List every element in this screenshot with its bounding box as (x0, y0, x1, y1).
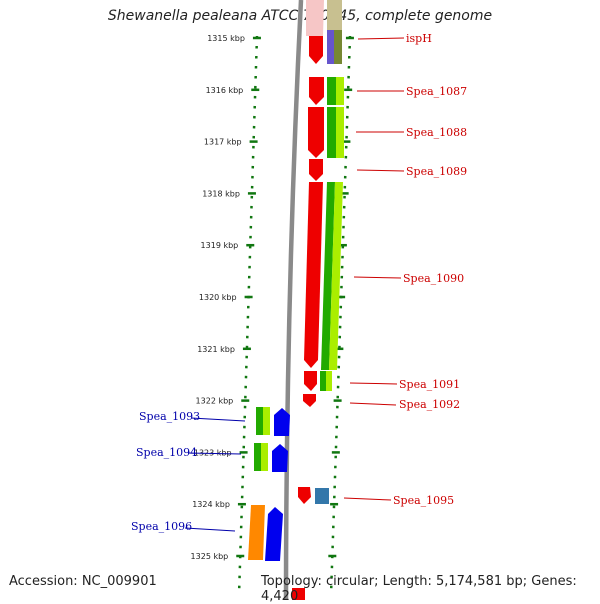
label-spea-1088[interactable]: Spea_1088 (406, 126, 467, 139)
label-spea-1089[interactable]: Spea_1089 (406, 165, 467, 178)
label-spea-1091[interactable]: Spea_1091 (399, 378, 460, 391)
lower-track-strip (292, 588, 305, 600)
accession-text: Accession: NC_009901 (9, 574, 157, 589)
gene-spea-1096[interactable] (248, 505, 283, 561)
genome-backbone (283, 0, 304, 600)
gene-spea-1092[interactable] (303, 394, 316, 407)
tick-marks (236, 36, 354, 558)
tick-label: 1325 kbp (191, 552, 229, 561)
upper-track-strip (306, 0, 324, 36)
label-spea-1096[interactable]: Spea_1096 (131, 520, 192, 533)
gene-spea-1091[interactable] (304, 371, 332, 391)
gene-spea-1088[interactable] (308, 107, 344, 158)
gene-spea-1087[interactable] (309, 77, 344, 105)
gene-ispH[interactable] (309, 0, 342, 64)
tick-labels: 1315 kbp 1316 kbp 1317 kbp 1318 kbp 1319 kbp… (191, 34, 245, 561)
tick-label: 1316 kbp (206, 86, 244, 95)
tick-label: 1315 kbp (207, 34, 245, 43)
gene-spea-1093[interactable] (256, 407, 290, 436)
tick-label: 1323 kbp (194, 448, 232, 457)
label-spea-1093[interactable]: Spea_1093 (139, 410, 200, 423)
label-spea-1087[interactable]: Spea_1087 (406, 85, 467, 98)
tick-label: 1318 kbp (202, 189, 240, 198)
left-gene-labels: Spea_1093 Spea_1094 Spea_1096 (131, 410, 246, 533)
tick-label: 1319 kbp (201, 241, 239, 250)
tick-label: 1322 kbp (196, 397, 234, 406)
gene-spea-1090[interactable] (304, 182, 343, 370)
tick-label: 1321 kbp (197, 345, 235, 354)
label-spea-1090[interactable]: Spea_1090 (403, 272, 464, 285)
tick-label: 1324 kbp (192, 500, 230, 509)
gene-spea-1095[interactable] (298, 487, 329, 504)
gene-spea-1094[interactable] (254, 443, 288, 472)
gene-spea-1089[interactable] (309, 159, 323, 181)
right-gene-labels: ispH Spea_1087 Spea_1088 Spea_1089 Spea_… (343, 32, 467, 507)
tick-label: 1320 kbp (199, 293, 237, 302)
label-spea-1092[interactable]: Spea_1092 (399, 398, 460, 411)
tick-label: 1317 kbp (204, 138, 242, 147)
label-spea-1095[interactable]: Spea_1095 (393, 494, 454, 507)
label-spea-1094[interactable]: Spea_1094 (136, 446, 197, 459)
label-ispH[interactable]: ispH (406, 32, 432, 45)
